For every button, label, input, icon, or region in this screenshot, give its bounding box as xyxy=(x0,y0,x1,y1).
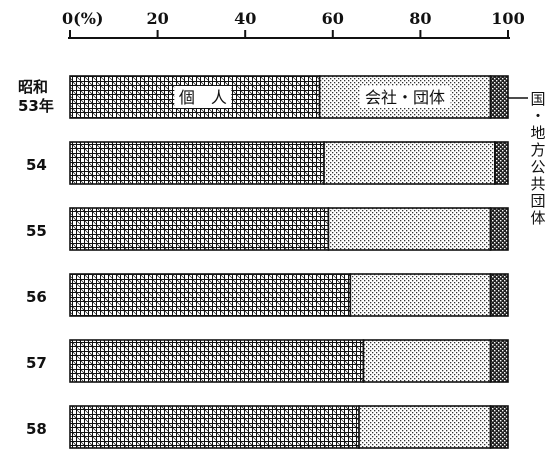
x-tick-label: 100 xyxy=(491,9,524,28)
row-label: 56 xyxy=(26,288,47,306)
kuni-segment xyxy=(489,75,509,119)
kaisha-segment xyxy=(327,207,492,251)
kaisha-series-label-bg xyxy=(359,86,451,108)
x-tick-label: 20 xyxy=(146,9,168,28)
row-label: 58 xyxy=(26,420,47,438)
row-label: 54 xyxy=(26,156,47,174)
row-label: 55 xyxy=(26,222,47,240)
x-tick-label: 60 xyxy=(322,9,344,28)
kuni-label-char: 体 xyxy=(530,209,545,227)
kuni-segment xyxy=(489,207,509,251)
kuni-segment xyxy=(489,405,509,449)
x-tick-label: 40 xyxy=(234,9,256,28)
x-tick-label: 0(%) xyxy=(62,9,103,28)
kuni-label-char: 方 xyxy=(530,141,545,159)
bars: 個 人 会社・団体 xyxy=(69,75,509,449)
x-axis-ticks: 0(%) 20 40 60 80 100 xyxy=(62,9,525,38)
kaisha-segment xyxy=(323,141,496,185)
kuni-segment xyxy=(489,273,509,317)
kuni-segment xyxy=(489,339,509,383)
kojin-segment xyxy=(69,339,365,383)
kojin-series-label: 個 人 xyxy=(179,88,227,107)
kuni-label-char: 公 xyxy=(530,158,545,176)
kuni-label-char: 地 xyxy=(530,124,545,142)
kuni-label-char: 国 xyxy=(530,90,545,108)
kojin-segment xyxy=(69,273,352,317)
kaisha-series-label: 会社・団体 xyxy=(365,88,445,107)
row-label: 57 xyxy=(26,354,47,372)
kojin-segment xyxy=(69,141,325,185)
kuni-label-char: 団 xyxy=(530,192,545,210)
kaisha-segment xyxy=(358,405,492,449)
kuni-segment xyxy=(494,141,509,185)
x-axis: 0(%) 20 40 60 80 100 xyxy=(62,9,525,39)
kaisha-segment xyxy=(349,273,492,317)
kojin-segment xyxy=(69,207,330,251)
x-tick-label: 80 xyxy=(409,9,431,28)
row-label-first-line2: 53年 xyxy=(18,97,54,115)
kaisha-segment xyxy=(362,339,492,383)
kojin-segment xyxy=(69,405,360,449)
kuni-label-char: 共 xyxy=(530,175,545,193)
kuni-label-char: ・ xyxy=(530,107,545,125)
kojin-series-label-bg xyxy=(174,86,232,108)
row-label-first-line1: 昭和 xyxy=(18,78,48,96)
